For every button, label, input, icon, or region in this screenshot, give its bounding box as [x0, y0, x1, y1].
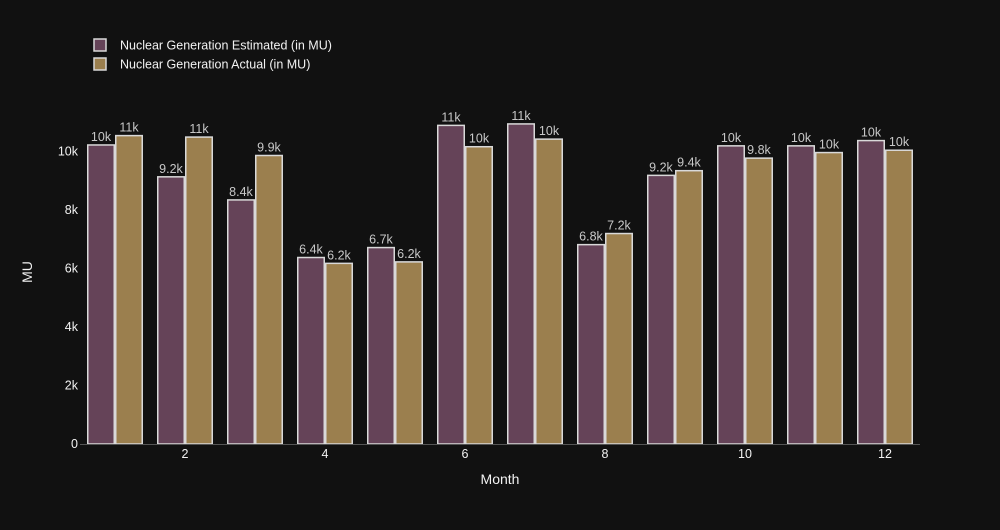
bar-value-label: 8.4k: [229, 185, 253, 199]
bar-series2-month-4[interactable]: [325, 262, 353, 445]
bar-value-label: 6.2k: [327, 248, 351, 262]
bar-value-label: 9.8k: [747, 143, 771, 157]
y-tick-label: 4k: [65, 320, 79, 334]
x-axis-title: Month: [481, 471, 520, 487]
bar-series1-month-12[interactable]: [857, 139, 885, 445]
bars: [87, 123, 913, 445]
bar-series1-month-8[interactable]: [577, 243, 605, 445]
bar-series2-month-8[interactable]: [605, 232, 633, 445]
bar-series1-month-5[interactable]: [367, 246, 395, 445]
x-tick-label: 2: [182, 447, 189, 461]
bar-value-label: 10k: [721, 131, 742, 145]
bar-value-label: 6.8k: [579, 230, 603, 244]
bar-value-label: 10k: [819, 138, 840, 152]
legend-label: Nuclear Generation Actual (in MU): [120, 58, 310, 72]
bar-series2-month-6[interactable]: [465, 145, 493, 445]
bar-series2-month-9[interactable]: [675, 169, 703, 445]
bar-series1-month-2[interactable]: [157, 176, 185, 445]
legend-swatch: [93, 38, 107, 52]
y-tick-label: 2k: [65, 379, 79, 393]
bar-value-label: 10k: [889, 135, 910, 149]
x-tick-label: 6: [462, 447, 469, 461]
x-tick-label: 4: [322, 447, 329, 461]
bar-series1-month-1[interactable]: [87, 144, 115, 445]
bar-value-label: 11k: [119, 121, 139, 135]
bar-value-label: 10k: [861, 126, 882, 140]
bar-value-label: 6.2k: [397, 247, 421, 261]
bar-value-label: 10k: [539, 124, 560, 138]
bar-value-label: 6.4k: [299, 243, 323, 257]
bar-value-label: 11k: [441, 110, 461, 124]
bar-series2-month-7[interactable]: [535, 138, 563, 445]
legend[interactable]: Nuclear Generation Estimated (in MU) Nucl…: [93, 38, 332, 72]
bar-series1-month-9[interactable]: [647, 174, 675, 445]
bar-series1-month-6[interactable]: [437, 124, 465, 445]
y-axis-title: MU: [19, 261, 35, 283]
bar-value-label: 9.2k: [649, 160, 673, 174]
bar-series2-month-12[interactable]: [885, 149, 913, 445]
bar-value-label: 11k: [189, 122, 209, 136]
bar-series2-month-5[interactable]: [395, 261, 423, 445]
bar-labels: 10k 9.2k 8.4k 6.4k 6.7k 11k 11k 6.8k 9.2k 10k 10k 1…: [91, 109, 910, 262]
bar-value-label: 11k: [511, 109, 531, 123]
legend-swatch: [93, 57, 107, 71]
x-tick-label: 12: [878, 447, 892, 461]
bar-value-label: 6.7k: [369, 233, 393, 247]
y-axis: 0 2k 4k 6k 8k 10k: [58, 145, 79, 451]
legend-label: Nuclear Generation Estimated (in MU): [120, 39, 332, 53]
y-tick-label: 10k: [58, 145, 79, 159]
bar-value-label: 10k: [791, 131, 812, 145]
bar-value-label: 10k: [91, 130, 112, 144]
x-axis: 2 4 6 8 10 12: [80, 444, 920, 461]
bar-series1-month-11[interactable]: [787, 145, 815, 445]
bar-value-label: 10k: [469, 132, 490, 146]
bar-value-label: 9.4k: [677, 156, 701, 170]
bar-value-label: 7.2k: [607, 219, 631, 233]
x-tick-label: 8: [602, 447, 609, 461]
bar-series2-month-10[interactable]: [745, 157, 773, 445]
legend-item-2[interactable]: Nuclear Generation Actual (in MU): [93, 57, 310, 72]
y-tick-label: 8k: [65, 203, 79, 217]
y-tick-label: 0: [71, 437, 78, 451]
legend-item-1[interactable]: Nuclear Generation Estimated (in MU): [93, 38, 332, 53]
bar-series2-month-11[interactable]: [815, 151, 843, 445]
bar-series1-month-7[interactable]: [507, 123, 535, 445]
x-tick-label: 10: [738, 447, 752, 461]
bar-value-label: 9.2k: [159, 162, 183, 176]
bar-series1-month-10[interactable]: [717, 145, 745, 445]
bar-series2-month-1[interactable]: [115, 134, 143, 445]
y-tick-label: 6k: [65, 262, 79, 276]
bar-series2-month-2[interactable]: [185, 136, 213, 445]
bar-series2-month-3[interactable]: [255, 154, 283, 445]
bar-value-label: 9.9k: [257, 140, 281, 154]
bar-series1-month-3[interactable]: [227, 199, 255, 445]
bar-series1-month-4[interactable]: [297, 256, 325, 445]
